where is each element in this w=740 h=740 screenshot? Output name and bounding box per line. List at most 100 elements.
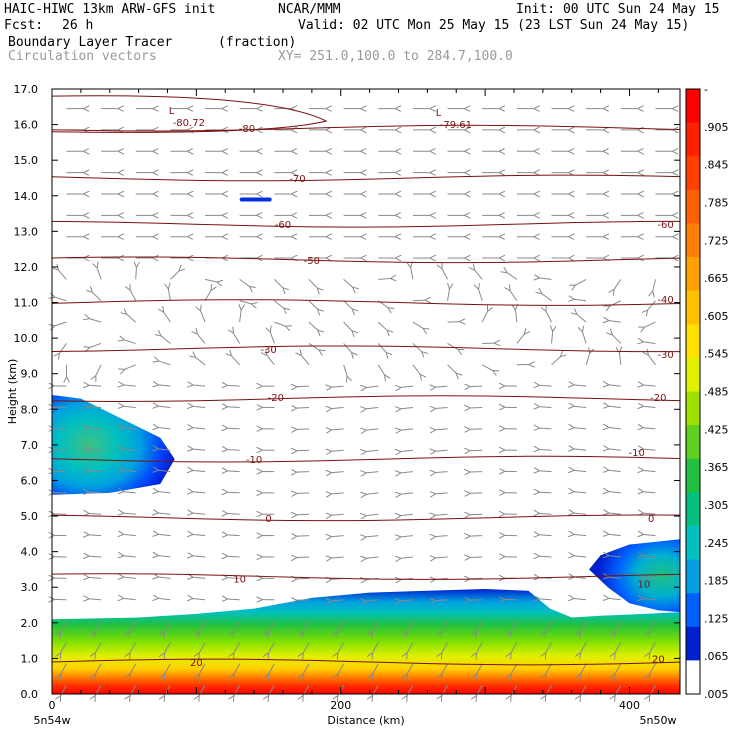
y-tick-label: 12.0	[14, 261, 39, 274]
circulation-vector	[377, 321, 388, 331]
field1-name: Boundary Layer Tracer	[8, 35, 173, 50]
circulation-vector	[412, 343, 423, 352]
circulation-vector	[573, 556, 587, 557]
circulation-vector	[204, 278, 218, 282]
circulation-vector	[268, 620, 275, 632]
circulation-vector	[123, 406, 136, 407]
circulation-vector	[614, 620, 622, 632]
y-tick-label: 2.0	[21, 617, 39, 630]
circulation-vector	[435, 429, 448, 430]
circulation-vector	[123, 470, 136, 471]
contour-label: -40	[657, 295, 673, 306]
temperature-contours	[51, 95, 681, 666]
circulation-vector	[227, 428, 240, 429]
circulation-vector	[331, 600, 344, 601]
circulation-vector	[296, 429, 309, 430]
circulation-vector	[157, 534, 171, 535]
circulation-vector	[123, 428, 136, 429]
circulation-vector	[227, 556, 240, 557]
colorbar-swatch	[686, 324, 700, 359]
colorbar-label: .605	[704, 310, 729, 323]
circulation-vector	[59, 343, 67, 354]
colorbar-label: .485	[704, 386, 729, 399]
colorbar-label: .545	[704, 348, 729, 361]
circulation-vector	[447, 343, 459, 349]
circulation-vector	[476, 663, 483, 675]
circulation-vector	[648, 354, 656, 366]
circulation-vector	[608, 577, 621, 578]
circulation-vector	[192, 556, 206, 557]
circulation-vector	[441, 620, 449, 632]
circulation-vector	[372, 620, 379, 632]
circulation-vector	[365, 429, 379, 430]
colorbar-swatch	[686, 156, 700, 191]
circulation-vector	[407, 684, 414, 696]
colorbar-swatch	[686, 223, 700, 258]
circulation-vector	[192, 406, 206, 407]
circulation-vector	[303, 684, 310, 696]
circulation-vector	[308, 300, 318, 310]
circulation-vector	[365, 386, 379, 387]
circulation-vector	[308, 279, 318, 288]
circulation-vector	[474, 269, 483, 280]
circulation-vector	[60, 684, 67, 696]
colorbar-label: .725	[704, 234, 729, 247]
circulation-vector	[331, 536, 344, 537]
colorbar-label: .245	[704, 537, 729, 550]
circulation-vector	[123, 449, 136, 450]
circulation-vector	[88, 471, 102, 472]
contour-label: -10	[629, 448, 645, 459]
circulation-vector	[643, 513, 656, 514]
circulation-vector	[545, 620, 552, 632]
circulation-vector	[197, 333, 206, 344]
circulation-vector	[296, 600, 309, 601]
colorbar-frame	[685, 88, 701, 695]
x-axis-label: Distance (km)	[327, 714, 404, 727]
circulation-vector	[274, 300, 284, 309]
circulation-vector	[608, 406, 621, 407]
colorbar-label: .065	[704, 650, 729, 663]
contour-label: -70	[289, 174, 305, 185]
y-axis-label: Height (km)	[6, 359, 19, 425]
circulation-vector	[643, 385, 656, 386]
circulation-vector	[545, 663, 552, 675]
circulation-vector	[539, 278, 552, 280]
circulation-vector	[619, 352, 620, 365]
colorbar-swatch	[686, 290, 700, 325]
circulation-vector	[653, 279, 656, 292]
circulation-vector	[506, 272, 518, 280]
header-fcst-value: 26 h	[62, 18, 94, 33]
circulation-vector	[412, 300, 426, 301]
circulation-vector	[158, 361, 171, 366]
circulation-vector	[608, 513, 621, 514]
circulation-vector	[95, 364, 102, 377]
circulation-vector	[412, 364, 421, 375]
colorbar-swatch	[686, 458, 700, 493]
upper-tracer-blob	[239, 197, 272, 202]
y-tick-label: 11.0	[14, 297, 39, 310]
circulation-vector	[343, 300, 353, 310]
circulation-vector	[400, 493, 413, 494]
circulation-vector	[545, 642, 552, 653]
circulation-vector	[123, 513, 136, 514]
circulation-vector	[365, 600, 379, 601]
circulation-vector	[407, 663, 414, 675]
header-fcst-label: Fcst:	[4, 18, 44, 33]
colorbar-swatch	[686, 189, 700, 224]
right-endpoint-label: 5n50w	[640, 714, 677, 727]
circulation-vector	[192, 577, 206, 578]
circulation-vector	[647, 300, 656, 311]
circulation-vector	[192, 449, 206, 450]
circulation-vector	[510, 290, 518, 302]
circulation-vector	[378, 278, 391, 279]
circulation-vector	[296, 472, 309, 473]
colorbar-label: .845	[704, 159, 729, 172]
circulation-vector	[233, 620, 241, 632]
circulation-vector	[441, 663, 449, 675]
circulation-vector	[515, 309, 516, 323]
circulation-vector	[585, 352, 590, 365]
circulation-vector	[614, 279, 622, 290]
circulation-vector	[337, 642, 345, 653]
contour-label: 10	[638, 580, 651, 591]
